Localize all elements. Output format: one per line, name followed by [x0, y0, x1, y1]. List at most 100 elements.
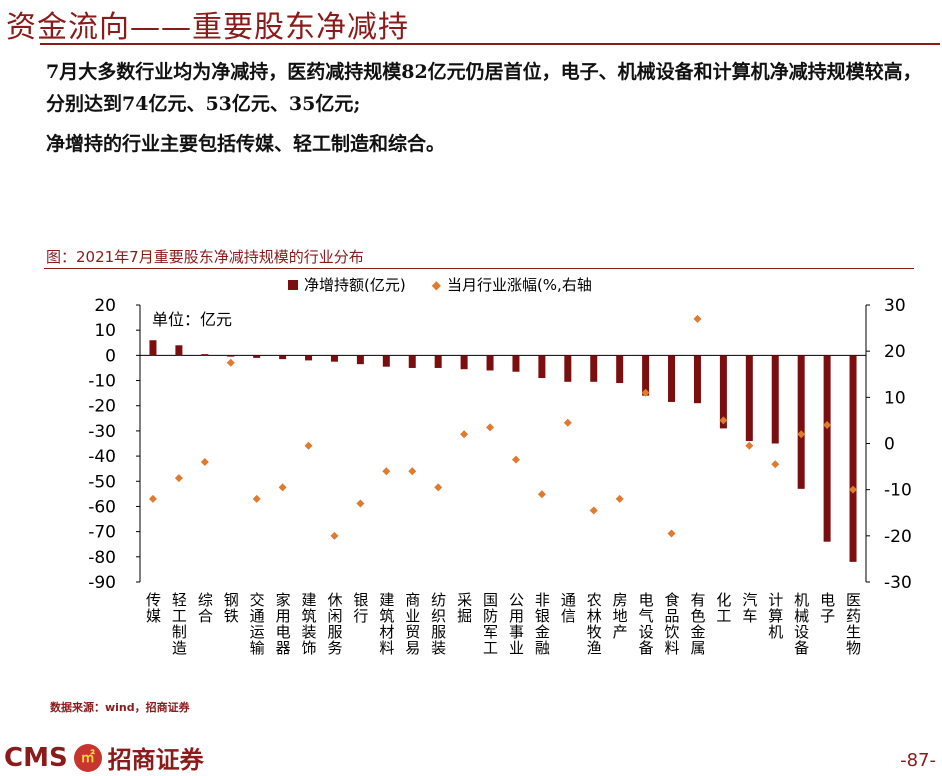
right-tick-label: -10: [884, 481, 912, 501]
point-汽车: [745, 441, 754, 450]
bar-电气设备: [642, 355, 650, 396]
category-label: 商业贸易: [403, 592, 421, 656]
bar-化工: [719, 355, 727, 429]
unit-label: 单位：亿元: [152, 310, 233, 329]
category-label: 公用事业: [507, 592, 525, 656]
left-tick-label: 10: [94, 321, 116, 341]
point-医药生物: [849, 485, 858, 494]
category-label: 建筑材料: [377, 592, 395, 656]
bar-轻工制造: [175, 345, 183, 356]
category-label: 非银金融: [533, 592, 551, 656]
bar-计算机: [771, 355, 779, 444]
left-tick-label: -30: [88, 422, 116, 442]
category-label: 国防军工: [481, 592, 499, 656]
bar-通信: [564, 355, 572, 382]
point-传媒: [148, 494, 157, 503]
bar-农林牧渔: [590, 355, 598, 382]
point-采掘: [460, 430, 469, 439]
right-tick-label: 30: [884, 296, 906, 316]
point-轻工制造: [174, 474, 183, 483]
point-银行: [356, 499, 365, 508]
left-tick-label: -70: [88, 523, 116, 543]
bar-交通运输: [253, 355, 261, 358]
point-公用事业: [511, 455, 520, 464]
right-tick-label: 0: [884, 435, 895, 455]
left-tick-label: -60: [88, 497, 116, 517]
chart-legend: 净增持额(亿元) ◆ 当月行业涨幅(%,右轴: [288, 274, 592, 295]
left-tick-label: 20: [94, 296, 116, 316]
point-家用电器: [278, 483, 287, 492]
category-label: 计算机: [766, 592, 784, 640]
bar-建筑材料: [382, 355, 390, 367]
category-label: 电子: [818, 592, 836, 624]
category-label: 有色金属: [688, 592, 706, 656]
category-label: 机械设备: [792, 592, 810, 656]
chart-svg: 20 10 0 -10 -20 -30 -40 -50 -60 -70 -80 -90 30 20 10 0 -…: [88, 296, 912, 656]
category-label: 交通运输: [248, 591, 266, 656]
category-label: 化工: [714, 592, 732, 624]
logo-text-cn: 招商证券: [107, 745, 204, 774]
legend-bar-label: 净增持额(亿元): [304, 276, 406, 294]
category-label: 汽车: [740, 592, 758, 624]
page-title: 资金流向——重要股东净减持: [6, 10, 409, 45]
cms-logo: CMS ㎡ 招商证券: [4, 740, 204, 775]
bar-商业贸易: [408, 355, 416, 368]
category-label: 休闲服务: [325, 592, 343, 656]
point-建筑装饰: [304, 441, 313, 450]
left-tick-label: -10: [88, 372, 116, 392]
bar-休闲服务: [330, 355, 338, 362]
bar-公用事业: [512, 355, 520, 372]
bar-机械设备: [797, 355, 805, 489]
point-非银金融: [537, 490, 546, 499]
logo-coin-icon: ㎡: [73, 743, 102, 772]
point-综合: [200, 457, 209, 466]
category-label: 电气设备: [637, 592, 655, 656]
point-建筑材料: [382, 467, 391, 476]
point-计算机: [771, 460, 780, 469]
logo-text-en: CMS: [4, 742, 68, 773]
summary-paragraph-2: 净增持的行业主要包括传媒、轻工制造和综合。: [46, 133, 446, 155]
right-tick-label: -30: [884, 573, 912, 593]
point-通信: [563, 418, 572, 427]
point-纺织服装: [434, 483, 443, 492]
point-电子: [823, 421, 832, 430]
bar-钢铁: [227, 355, 235, 357]
bar-汽车: [745, 355, 753, 441]
point-房地产: [615, 494, 624, 503]
bar-食品饮料: [668, 355, 676, 402]
bar-建筑装饰: [305, 355, 313, 361]
point-休闲服务: [330, 531, 339, 540]
bar-采掘: [460, 355, 468, 370]
point-食品饮料: [667, 529, 676, 538]
point-有色金属: [693, 314, 702, 323]
bar-家用电器: [279, 355, 287, 360]
category-label: 传媒: [144, 592, 162, 624]
caption-rule: [44, 268, 914, 269]
left-tick-label: -80: [88, 548, 116, 568]
bar-传媒: [149, 340, 157, 356]
point-商业贸易: [408, 467, 417, 476]
bar-有色金属: [693, 355, 701, 404]
left-tick-label: -90: [88, 573, 116, 593]
point-农林牧渔: [589, 506, 598, 515]
point-钢铁: [226, 358, 235, 367]
bar-医药生物: [849, 355, 857, 562]
bar-综合: [201, 354, 209, 356]
category-label: 综合: [196, 592, 214, 624]
point-化工: [719, 416, 728, 425]
right-tick-label: 20: [884, 342, 906, 362]
point-机械设备: [797, 430, 806, 439]
category-label: 轻工制造: [170, 592, 188, 656]
left-tick-label: 0: [105, 346, 116, 366]
point-交通运输: [252, 494, 261, 503]
legend-scatter-label: 当月行业涨幅(%,右轴: [446, 276, 592, 294]
left-tick-label: -20: [88, 397, 116, 417]
right-tick-label: -20: [884, 527, 912, 547]
bar-非银金融: [538, 355, 546, 379]
right-tick-label: 10: [884, 388, 906, 408]
category-label: 家用电器: [274, 592, 292, 656]
left-tick-label: -40: [88, 447, 116, 467]
point-电气设备: [641, 388, 650, 397]
bar-房地产: [616, 355, 624, 384]
category-label: 农林牧渔: [585, 592, 603, 656]
